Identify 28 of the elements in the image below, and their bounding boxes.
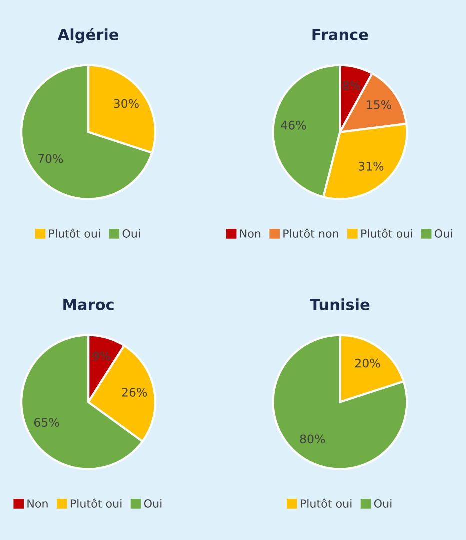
- data-label: 8%: [343, 81, 361, 90]
- legend-label: Plutôt oui: [362, 228, 412, 238]
- chart-title: France: [312, 29, 368, 40]
- data-label: 15%: [367, 100, 392, 110]
- data-label: 65%: [34, 418, 60, 428]
- legend-label: Plutôt non: [284, 228, 338, 238]
- pie-slice: [20, 64, 154, 200]
- data-label: 46%: [281, 120, 306, 130]
- legend-label: Non: [28, 500, 48, 508]
- legend-label: Non: [240, 230, 261, 238]
- data-label: 20%: [355, 358, 380, 368]
- legend-label: Oui: [374, 499, 392, 508]
- data-label: 26%: [122, 388, 148, 397]
- data-label: 9%: [92, 352, 110, 361]
- legend-label: Plutôt oui: [300, 498, 352, 508]
- data-label: 31%: [358, 162, 384, 171]
- legend-label: Oui: [144, 499, 162, 508]
- legend-label: Plutôt oui: [70, 498, 122, 508]
- chart-title: Tunisie: [310, 298, 370, 310]
- data-label: 30%: [114, 99, 139, 108]
- pie-slice: [272, 334, 408, 470]
- chart-title: Maroc: [64, 299, 114, 310]
- legend-label: Plutôt oui: [49, 228, 100, 238]
- legend-label: Oui: [122, 229, 140, 238]
- chart-title: Algérie: [58, 28, 119, 44]
- data-label: 80%: [300, 434, 326, 444]
- legend-label: Oui: [434, 229, 452, 238]
- data-label: 70%: [38, 154, 64, 164]
